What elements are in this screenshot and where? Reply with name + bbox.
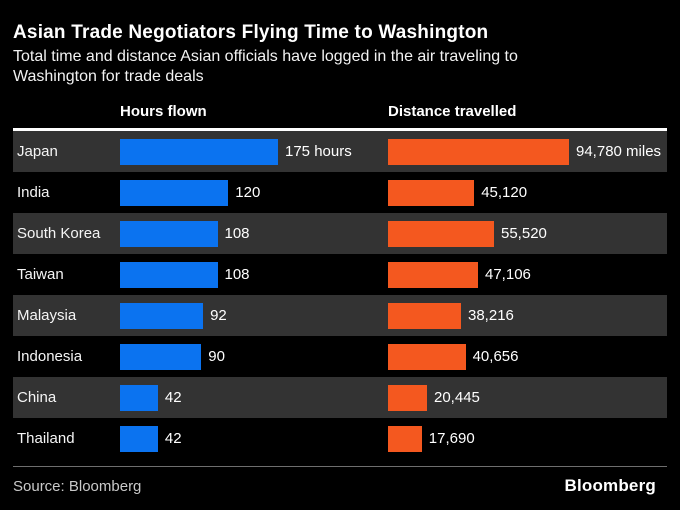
hours-value: 175 hours bbox=[285, 143, 352, 160]
distance-value: 47,106 bbox=[485, 266, 531, 283]
table-row: Taiwan 108 47,106 bbox=[13, 254, 667, 295]
distance-value: 55,520 bbox=[501, 225, 547, 242]
table-row: India 120 45,120 bbox=[13, 172, 667, 213]
hours-cell: 90 bbox=[120, 336, 388, 377]
hours-bar bbox=[120, 425, 158, 452]
hours-cell: 108 bbox=[120, 254, 388, 295]
footer-divider bbox=[13, 466, 667, 467]
distance-bar bbox=[388, 179, 475, 206]
distance-cell: 55,520 bbox=[388, 213, 667, 254]
distance-cell: 47,106 bbox=[388, 254, 667, 295]
distance-bar bbox=[388, 220, 494, 247]
subtitle-line-2: Washington for trade deals bbox=[13, 68, 204, 85]
header-divider bbox=[13, 128, 667, 131]
distance-column-header: Distance travelled bbox=[388, 102, 517, 120]
hours-bar bbox=[120, 220, 218, 247]
hours-value: 92 bbox=[210, 307, 227, 324]
distance-cell: 94,780 miles bbox=[388, 131, 667, 172]
hours-bar bbox=[120, 138, 278, 165]
hours-value: 42 bbox=[164, 430, 182, 447]
country-label: Indonesia bbox=[17, 348, 83, 365]
distance-cell: 20,445 bbox=[388, 377, 667, 418]
table-row: South Korea 108 55,520 bbox=[13, 213, 667, 254]
distance-value: 20,445 bbox=[434, 389, 480, 406]
country-label: India bbox=[17, 184, 50, 201]
hours-cell: 120 bbox=[120, 172, 388, 213]
distance-bar bbox=[388, 261, 478, 288]
column-headers: Hours flown Distance travelled bbox=[13, 102, 667, 120]
distance-cell: 40,656 bbox=[388, 336, 667, 377]
table-row: Indonesia 90 40,656 bbox=[13, 336, 667, 377]
chart-subtitle: Total time and distance Asian officials … bbox=[13, 47, 667, 87]
chart-title: Asian Trade Negotiators Flying Time to W… bbox=[13, 22, 489, 43]
distance-value: 45,120 bbox=[481, 184, 528, 201]
hours-bar bbox=[120, 343, 202, 370]
hours-value: 42 bbox=[164, 389, 182, 406]
hours-value: 90 bbox=[208, 348, 225, 365]
distance-value: 17,690 bbox=[428, 430, 475, 447]
country-label: Japan bbox=[17, 143, 58, 160]
subtitle-line-1: Total time and distance Asian officials … bbox=[13, 48, 518, 65]
table-row: Japan 175 hours 94,780 miles bbox=[13, 131, 667, 172]
distance-cell: 45,120 bbox=[388, 172, 667, 213]
distance-cell: 17,690 bbox=[388, 418, 667, 459]
distance-value: 38,216 bbox=[468, 307, 514, 324]
hours-cell: 92 bbox=[120, 295, 388, 336]
hours-cell: 175 hours bbox=[120, 131, 388, 172]
hours-value: 120 bbox=[235, 184, 261, 201]
distance-bar bbox=[388, 425, 422, 452]
bloomberg-logo: Bloomberg bbox=[564, 476, 656, 495]
hours-cell: 42 bbox=[120, 418, 388, 459]
hours-value: 108 bbox=[224, 266, 250, 283]
country-label: South Korea bbox=[17, 225, 101, 242]
distance-bar bbox=[388, 138, 569, 165]
distance-value: 40,656 bbox=[472, 348, 519, 365]
source-text: Source: Bloomberg bbox=[13, 477, 142, 495]
country-label: Malaysia bbox=[17, 307, 77, 324]
hours-value: 108 bbox=[224, 225, 250, 242]
hours-bar bbox=[120, 179, 229, 206]
hours-bar bbox=[120, 261, 218, 288]
distance-value: 94,780 miles bbox=[576, 143, 662, 160]
hours-bar bbox=[120, 302, 204, 329]
hours-bar bbox=[120, 384, 158, 411]
distance-bar bbox=[388, 302, 461, 329]
hours-cell: 42 bbox=[120, 377, 388, 418]
distance-cell: 38,216 bbox=[388, 295, 667, 336]
table-row: Malaysia 92 38,216 bbox=[13, 295, 667, 336]
hours-column-header: Hours flown bbox=[120, 102, 207, 120]
distance-bar bbox=[388, 343, 466, 370]
hours-cell: 108 bbox=[120, 213, 388, 254]
table-row: China 42 20,445 bbox=[13, 377, 667, 418]
chart-page: Asian Trade Negotiators Flying Time to W… bbox=[13, 22, 667, 496]
country-label: China bbox=[17, 389, 57, 406]
footer: Source: Bloomberg Bloomberg bbox=[13, 476, 667, 496]
distance-bar bbox=[388, 384, 427, 411]
country-label: Thailand bbox=[17, 430, 75, 447]
table-row: Thailand 42 17,690 bbox=[13, 418, 667, 459]
rows: Japan 175 hours 94,780 miles India 120 45,120… bbox=[13, 131, 667, 459]
country-label: Taiwan bbox=[17, 266, 64, 283]
